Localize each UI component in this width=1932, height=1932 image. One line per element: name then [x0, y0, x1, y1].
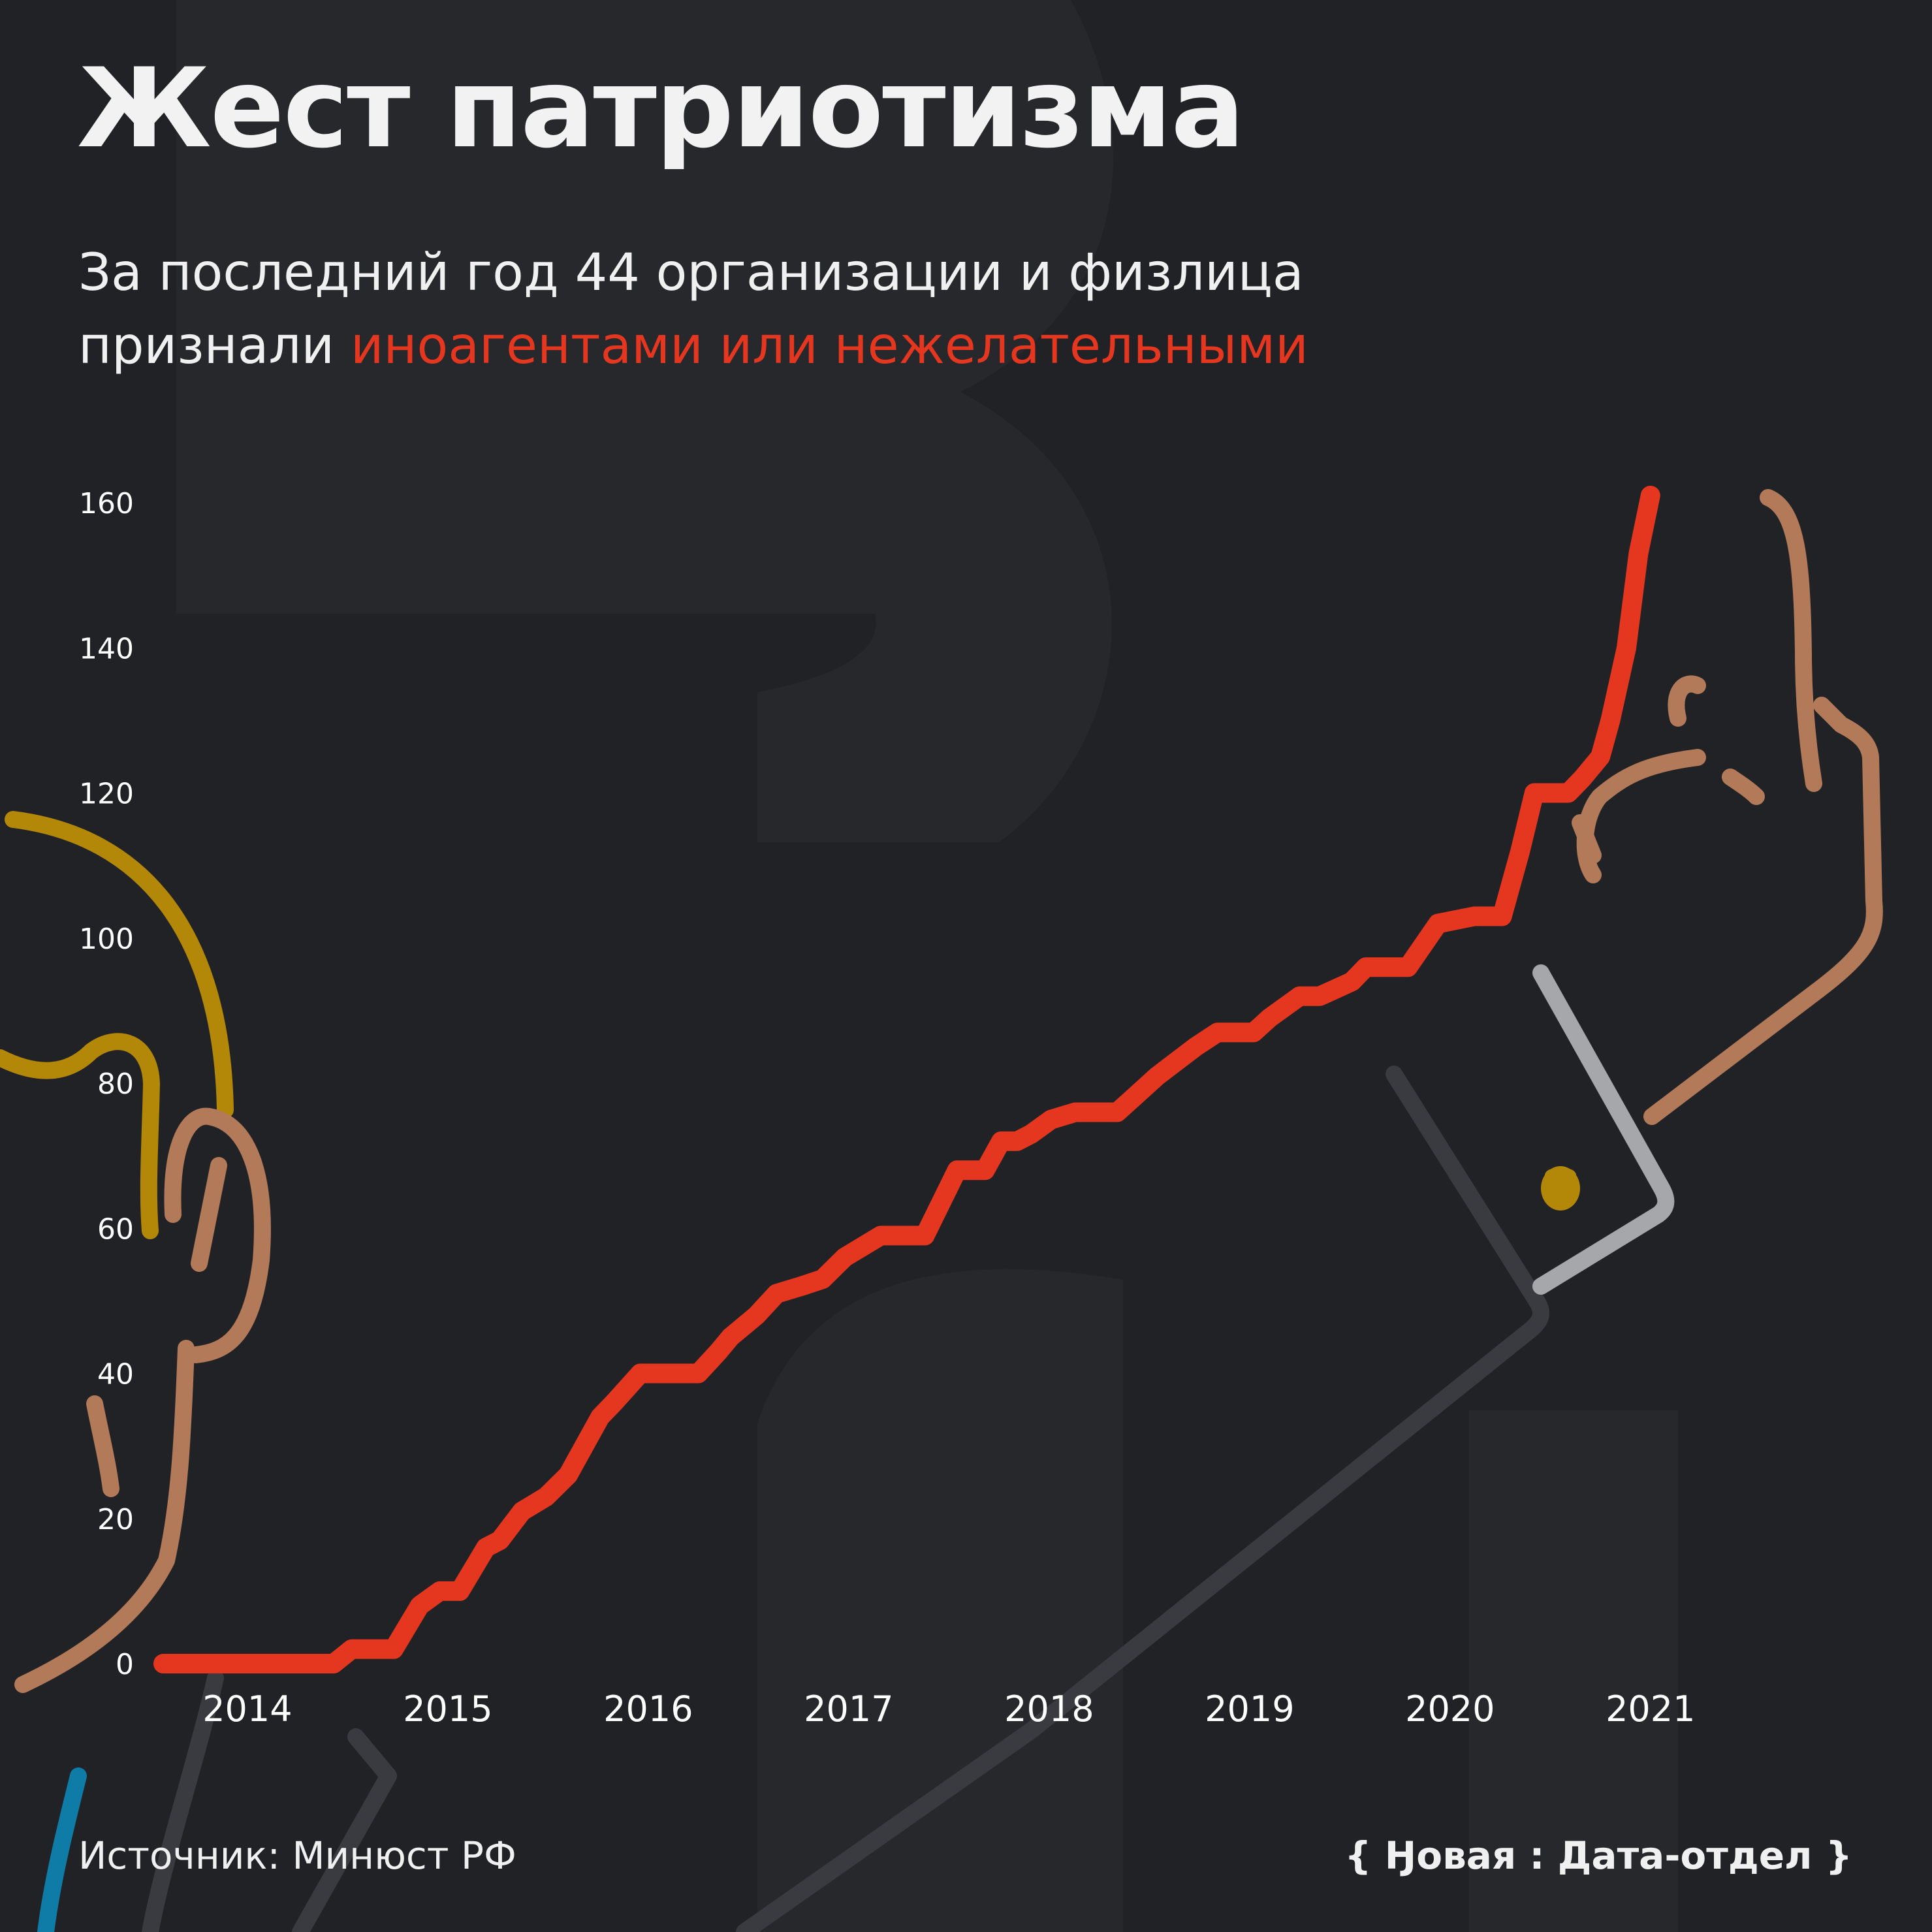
subtitle-line-1: За последний год 44 организации и физлиц…	[78, 244, 1304, 302]
raised-finger	[1760, 489, 1822, 792]
subtitle-line-2-prefix: признали	[78, 317, 335, 375]
x-tick-label: 2015	[403, 1688, 492, 1730]
knuckle-top	[1668, 675, 1706, 727]
collar	[292, 1728, 397, 1932]
x-tick-label: 2016	[603, 1688, 693, 1730]
chart-area: 0 20 40 60 80 100 120 140 160 2014 2015 2016 2017 201…	[79, 485, 1696, 1730]
series-line	[153, 485, 1660, 1673]
y-tick-label: 40	[97, 1358, 134, 1391]
chart-title: Жест патриотизма	[77, 44, 1245, 172]
y-tick-label: 140	[79, 632, 134, 665]
y-tick-label: 80	[97, 1068, 134, 1101]
y-tick-label: 100	[79, 923, 134, 956]
x-tick-label: 2020	[1405, 1688, 1495, 1730]
hair-outline	[5, 811, 234, 1118]
background-letter-shapes	[176, 0, 1678, 1932]
x-tick-label: 2019	[1205, 1688, 1294, 1730]
cufflink-emblem	[1541, 1166, 1580, 1211]
hair-curl	[0, 1033, 160, 1239]
shoulder-line	[142, 1670, 224, 1932]
x-tick-label: 2021	[1606, 1688, 1695, 1730]
forearm	[1643, 697, 1883, 1125]
chart-subtitle: За последний год 44 организации и физлиц…	[78, 236, 1308, 383]
folded-fingers	[1576, 749, 1706, 883]
source-note: Источник: Минюст РФ	[78, 1833, 516, 1878]
y-tick-label: 0	[116, 1648, 134, 1681]
brand-logo: { Ӈовая : Дата-отдел }	[1344, 1833, 1852, 1878]
knuckle-middle	[1572, 814, 1602, 864]
cuff	[1532, 964, 1675, 1295]
cheek	[86, 1395, 119, 1497]
ear-inner	[191, 1157, 227, 1272]
knuckle-low	[1722, 768, 1765, 805]
background-figure	[0, 489, 1883, 1932]
subtitle-highlight: иноагентами или нежелательными	[350, 317, 1308, 375]
x-tick-label: 2017	[804, 1688, 893, 1730]
neck-and-chin	[14, 1340, 195, 1693]
sleeve-lower	[736, 1722, 1040, 1932]
x-tick-label: 2014	[202, 1688, 292, 1730]
x-tick-label: 2018	[1004, 1688, 1094, 1730]
y-tick-label: 60	[97, 1212, 134, 1246]
blue-edge	[37, 1767, 87, 1932]
ear	[164, 1107, 271, 1363]
y-tick-label: 120	[79, 778, 134, 811]
sleeve-main	[1023, 1066, 1549, 1739]
y-tick-label: 20	[97, 1503, 134, 1536]
y-tick-label: 160	[79, 487, 134, 520]
